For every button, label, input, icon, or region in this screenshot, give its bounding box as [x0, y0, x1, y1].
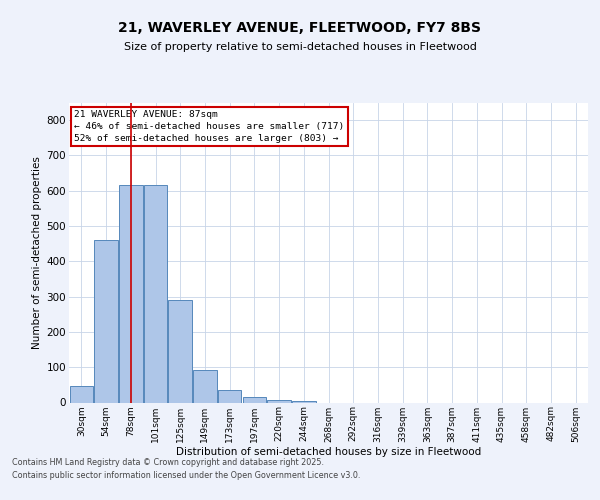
Text: 21, WAVERLEY AVENUE, FLEETWOOD, FY7 8BS: 21, WAVERLEY AVENUE, FLEETWOOD, FY7 8BS — [119, 20, 482, 34]
Bar — [268, 400, 291, 402]
Text: Size of property relative to semi-detached houses in Fleetwood: Size of property relative to semi-detach… — [124, 42, 476, 52]
Text: Contains public sector information licensed under the Open Government Licence v3: Contains public sector information licen… — [12, 472, 361, 480]
Text: 21 WAVERLEY AVENUE: 87sqm
← 46% of semi-detached houses are smaller (717)
52% of: 21 WAVERLEY AVENUE: 87sqm ← 46% of semi-… — [74, 110, 344, 142]
Bar — [119, 184, 143, 402]
X-axis label: Distribution of semi-detached houses by size in Fleetwood: Distribution of semi-detached houses by … — [176, 447, 481, 457]
Y-axis label: Number of semi-detached properties: Number of semi-detached properties — [32, 156, 43, 349]
Bar — [94, 240, 118, 402]
Bar — [292, 400, 316, 402]
Bar — [144, 184, 167, 402]
Text: Contains HM Land Registry data © Crown copyright and database right 2025.: Contains HM Land Registry data © Crown c… — [12, 458, 324, 467]
Bar — [70, 386, 93, 402]
Bar — [218, 390, 241, 402]
Bar — [169, 300, 192, 402]
Bar — [242, 396, 266, 402]
Bar — [193, 370, 217, 402]
